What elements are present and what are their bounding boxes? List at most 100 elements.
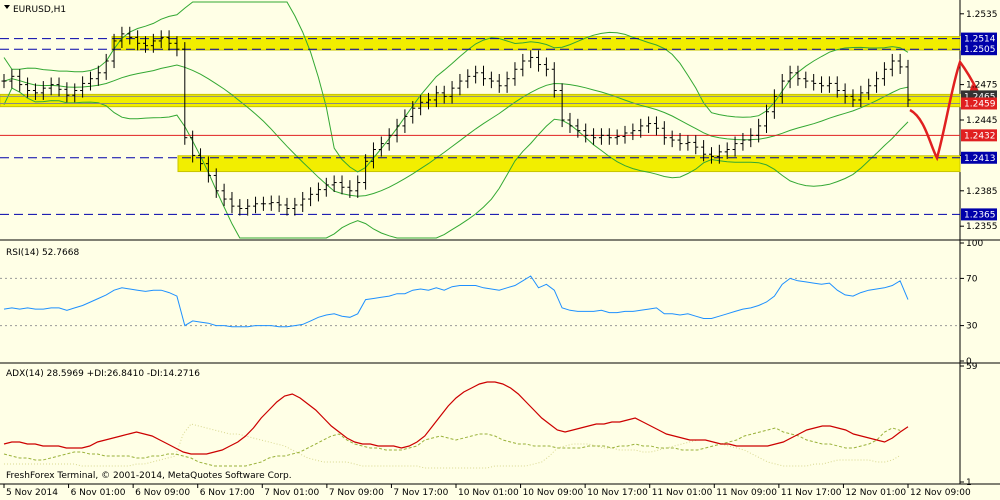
price-tick-label: 1.2475 (966, 81, 998, 91)
price-panel: 1.25351.24751.24451.24151.23851.23551.25… (0, 1, 998, 239)
candle (536, 50, 542, 72)
candle (669, 130, 675, 148)
candle (740, 132, 746, 151)
candle (771, 89, 777, 119)
forecast-path-drawing (909, 59, 980, 162)
candle (402, 109, 408, 133)
price-label-box (961, 129, 997, 142)
candle (677, 132, 683, 151)
price-level-label: 1.2505 (964, 45, 996, 55)
candle (457, 73, 463, 96)
candle (418, 95, 424, 116)
bollinger-lower-band (3, 87, 909, 239)
candle (630, 123, 636, 141)
candle (724, 142, 730, 159)
candle (606, 128, 612, 145)
candle (48, 77, 54, 96)
candle (17, 69, 23, 92)
candle (135, 30, 141, 51)
candle (386, 128, 392, 151)
candle (253, 196, 259, 214)
candle (56, 77, 62, 97)
minus-di-line (4, 423, 901, 469)
candle (410, 101, 416, 124)
candle (520, 53, 526, 77)
adx-tick-label: 1 (966, 478, 972, 488)
candle (394, 118, 400, 143)
price-label-box (961, 43, 997, 56)
candle (198, 148, 204, 171)
candle (237, 199, 243, 216)
candle (834, 76, 840, 98)
candle (32, 83, 38, 100)
price-tick-label: 1.2385 (966, 187, 998, 197)
candle (889, 53, 895, 77)
price-label-box (961, 208, 997, 221)
candle (221, 183, 227, 207)
candle (638, 118, 644, 138)
time-tick-label: 11 Nov 17:00 (781, 488, 842, 498)
price-tick-label: 1.2445 (966, 116, 998, 126)
candle (190, 130, 196, 163)
candle (567, 112, 573, 133)
copyright-footer: FreshForex Terminal, © 2001-2014, MetaQu… (6, 471, 292, 481)
candle (646, 116, 652, 133)
candle (874, 71, 880, 93)
candle (622, 125, 628, 144)
time-tick-label: 5 Nov 2014 (6, 488, 58, 498)
rsi-line (3, 275, 909, 328)
candle (803, 71, 809, 89)
candle (127, 26, 133, 45)
plus-di-line (3, 427, 901, 467)
candle (756, 118, 762, 143)
time-tick-label: 10 Nov 17:00 (587, 488, 648, 498)
candle (779, 73, 785, 104)
price-level-label: 1.2413 (964, 154, 996, 164)
candle (370, 142, 376, 169)
candle (559, 83, 565, 128)
candle (268, 195, 274, 211)
candle (732, 136, 738, 157)
time-tick-label: 10 Nov 01:00 (458, 488, 519, 498)
candle (87, 71, 93, 91)
time-tick-label: 6 Nov 09:00 (135, 488, 190, 498)
candle (433, 85, 439, 108)
candle (355, 175, 361, 198)
candle (323, 177, 329, 197)
candle (905, 59, 911, 108)
adx-line (3, 381, 909, 455)
candle (292, 197, 298, 216)
bollinger-middle-band (3, 64, 909, 197)
price-tick-label: 1.2535 (966, 10, 998, 20)
candle (25, 77, 31, 98)
candle (182, 42, 188, 145)
candle (363, 154, 369, 190)
symbol-dropdown-icon[interactable] (4, 5, 10, 9)
adx-title: ADX(14) 28.5969 +DI:26.8410 -DI:14.2716 (6, 369, 200, 379)
candle (591, 128, 597, 145)
candle (158, 30, 164, 49)
candle (425, 92, 431, 110)
candle (378, 136, 384, 157)
candle (276, 195, 282, 213)
candle (72, 83, 78, 103)
time-axis: 5 Nov 2014 6 Nov 01:00 6 Nov 09:00 6 Nov 17… (3, 484, 971, 498)
candle (858, 85, 864, 108)
candle (260, 196, 266, 211)
candle (339, 175, 345, 195)
time-tick-label: 7 Nov 17:00 (393, 488, 448, 498)
candle (119, 26, 125, 49)
price-level-label: 1.2432 (964, 131, 996, 141)
candle (465, 69, 471, 89)
candle (142, 36, 148, 53)
candle (528, 50, 534, 69)
candle (9, 69, 15, 89)
candle (866, 78, 872, 100)
candle (811, 73, 817, 91)
candle (716, 144, 722, 164)
candle (842, 83, 848, 104)
time-tick-label: 12 Nov 09:00 (910, 488, 971, 498)
time-tick-label: 11 Nov 01:00 (652, 488, 713, 498)
candle (819, 76, 825, 93)
